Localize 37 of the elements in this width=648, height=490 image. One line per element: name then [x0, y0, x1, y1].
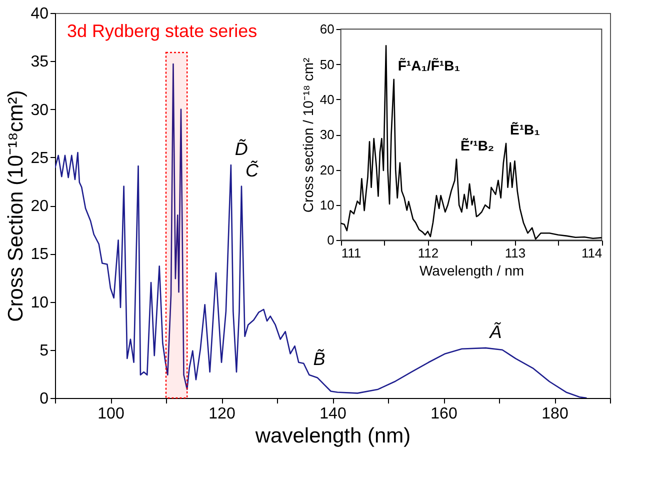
y-tick-label: 30 [30, 102, 49, 119]
annotation: 3d Rydberg state series [67, 21, 258, 41]
y-tick-label: 35 [30, 54, 49, 71]
annotation: B̃ [313, 348, 326, 369]
x-axis-title: Wavelength / nm [419, 262, 524, 279]
y-tick-label: 30 [320, 127, 334, 142]
y-tick-label: 20 [30, 198, 49, 215]
annotation: D̃ [234, 139, 248, 160]
x-tick-label: 114 [581, 246, 602, 261]
x-tick-label: 180 [542, 406, 568, 422]
y-tick-label: 25 [30, 150, 49, 167]
annotation: Ẽ′¹B₂ [460, 137, 494, 154]
x-tick-label: 113 [504, 246, 526, 261]
x-tick-label: 100 [98, 406, 124, 422]
x-axis-title: wavelength (nm) [254, 424, 411, 448]
y-tick-label: 10 [320, 197, 334, 212]
y-tick-label: 20 [320, 162, 334, 178]
x-tick-label: 112 [418, 246, 439, 261]
y-tick-label: 5 [40, 342, 49, 360]
x-tick-label: 160 [430, 406, 458, 422]
annotation: Ẽ¹B₁ [510, 121, 540, 138]
y-tick-label: 50 [320, 56, 334, 72]
y-tick-label: 40 [320, 92, 334, 107]
y-tick-label: 0 [40, 390, 49, 408]
annotation: C̃ [245, 160, 260, 180]
y-tick-label: 40 [30, 6, 49, 22]
annotation: Ã [488, 322, 502, 342]
y-tick-label: 0 [327, 232, 334, 248]
y-tick-label: 60 [320, 22, 334, 37]
x-tick-label: 140 [320, 406, 346, 422]
y-axis-title: Cross section / 10⁻¹⁸ cm² [300, 57, 316, 213]
y-axis-title: Cross Section (10⁻¹⁸cm²) [4, 90, 28, 322]
y-tick-label: 10 [30, 294, 49, 312]
x-tick-label: 111 [341, 246, 362, 261]
y-tick-label: 15 [30, 246, 49, 264]
annotation: F̃¹A₁/F̃¹B₁ [398, 57, 460, 74]
x-tick-label: 120 [208, 406, 236, 422]
